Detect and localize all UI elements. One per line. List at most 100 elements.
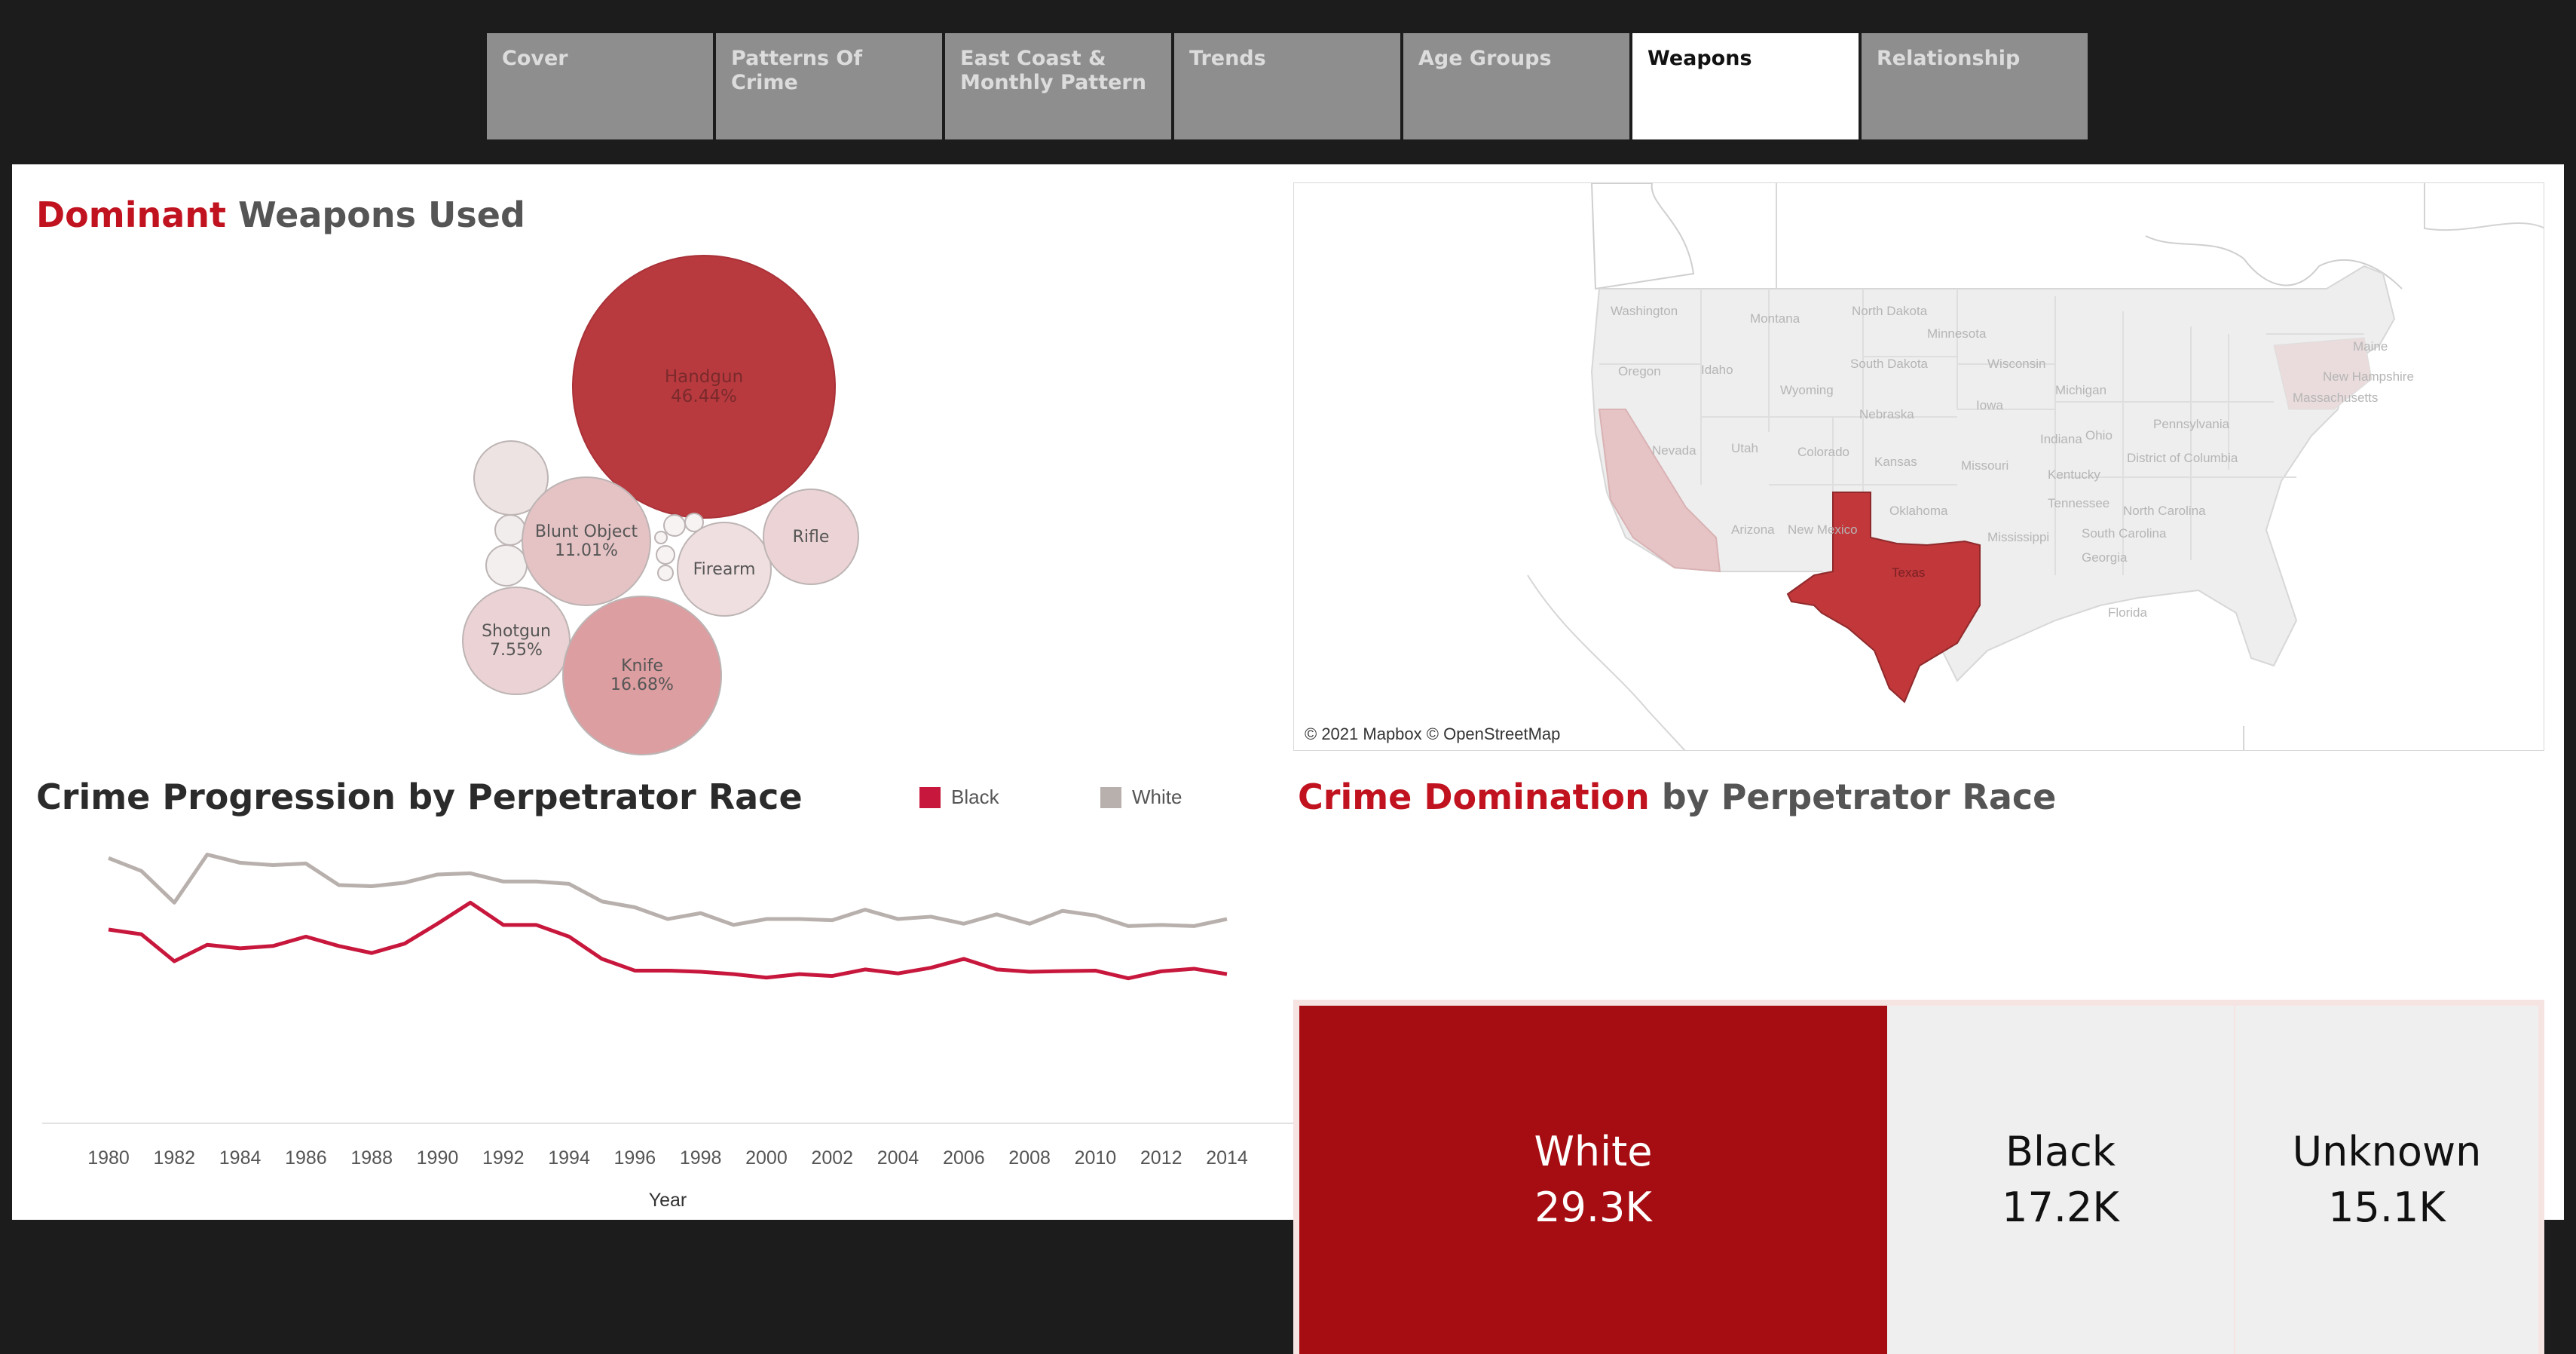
label-nevada: Nevada <box>1652 443 1696 458</box>
us-map-panel[interactable]: Washington Montana North Dakota Minnesot… <box>1293 182 2544 751</box>
dashboard-tab-bar: Cover Patterns Of Crime East Coast & Mon… <box>487 33 2088 139</box>
bubble-knife[interactable]: Knife 16.68% <box>562 596 722 755</box>
race-progression-chart[interactable]: 1980 1982 1984 1986 1988 1990 1992 1994 1996 1998… <box>30 828 1296 1220</box>
state-california[interactable] <box>1598 409 1721 573</box>
treemap-cell-unknown[interactable]: Unknown 15.1K <box>2235 1006 2538 1354</box>
tab-trends[interactable]: Trends <box>1174 33 1400 139</box>
treemap-white-label: White <box>1534 1128 1653 1175</box>
x-tick-label: 1988 <box>350 1147 393 1169</box>
weapons-title-rest: Weapons Used <box>238 195 525 235</box>
x-tick-label: 2000 <box>745 1147 788 1169</box>
x-tick-label: 2008 <box>1008 1147 1051 1169</box>
map-attribution[interactable]: © 2021 Mapbox © OpenStreetMap <box>1305 724 1561 743</box>
label-florida: Florida <box>2108 605 2148 620</box>
x-axis-title: Year <box>649 1190 687 1211</box>
label-pennsylvania: Pennsylvania <box>2153 417 2230 431</box>
bubble-shotgun-pct: 7.55% <box>490 641 543 660</box>
label-kansas: Kansas <box>1874 455 1917 469</box>
label-mississippi: Mississippi <box>1987 530 2049 544</box>
us-map[interactable]: Washington Montana North Dakota Minnesot… <box>1294 183 2544 751</box>
tab-age-groups[interactable]: Age Groups <box>1403 33 1629 139</box>
x-tick-label: 1994 <box>548 1147 590 1169</box>
bubble-firearm[interactable]: Firearm <box>677 522 772 617</box>
bubble-rifle[interactable]: Rifle <box>763 489 859 585</box>
label-oregon: Oregon <box>1618 364 1661 378</box>
bubble-firearm-label: Firearm <box>693 559 756 579</box>
label-wyoming: Wyoming <box>1780 383 1834 397</box>
label-montana: Montana <box>1750 311 1800 326</box>
state-pennsylvania-region[interactable] <box>2273 337 2373 410</box>
tab-east-coast-monthly-pattern[interactable]: East Coast & Monthly Pattern <box>945 33 1171 139</box>
tab-weapons[interactable]: Weapons <box>1632 33 1859 139</box>
bubble-blunt-object-pct: 11.01% <box>555 541 618 560</box>
label-iowa: Iowa <box>1976 398 2003 412</box>
label-michigan: Michigan <box>2055 383 2106 397</box>
bubble-shotgun[interactable]: Shotgun 7.55% <box>462 587 571 695</box>
bubble-handgun-label: Handgun <box>664 367 744 387</box>
mexico-coast-line <box>1527 574 1686 750</box>
series-line-white[interactable] <box>108 853 1228 928</box>
label-oklahoma: Oklahoma <box>1889 504 1948 518</box>
treemap-white-value: 29.3K <box>1534 1184 1652 1231</box>
label-maine: Maine <box>2353 339 2388 354</box>
state-texas[interactable] <box>1786 492 1981 703</box>
treemap-black-label: Black <box>2005 1128 2116 1175</box>
label-arizona: Arizona <box>1731 522 1775 537</box>
tab-relationship[interactable]: Relationship <box>1862 33 2088 139</box>
bubble-handgun-pct: 46.44% <box>671 387 737 406</box>
label-ohio: Ohio <box>2085 428 2113 443</box>
label-new-hampshire: New Hampshire <box>2323 369 2414 384</box>
label-utah: Utah <box>1731 441 1758 455</box>
tab-cover[interactable]: Cover <box>487 33 713 139</box>
label-north-carolina: North Carolina <box>2123 504 2206 518</box>
progression-title: Crime Progression by Perpetrator Race <box>36 777 803 817</box>
bubble-knife-label: Knife <box>621 657 663 675</box>
treemap-black-value: 17.2K <box>2002 1184 2119 1231</box>
label-new-mexico: New Mexico <box>1788 522 1858 537</box>
bubble-handgun[interactable]: Handgun 46.44% <box>572 255 836 519</box>
legend-white[interactable]: White <box>1100 786 1182 809</box>
great-lakes-outline <box>2145 235 2403 289</box>
canada-east-outline <box>2424 183 2544 231</box>
domination-title-accent: Crime Domination <box>1298 777 1650 817</box>
tab-patterns-of-crime[interactable]: Patterns Of Crime <box>716 33 942 139</box>
label-wisconsin: Wisconsin <box>1987 357 2045 371</box>
x-tick-label: 1982 <box>153 1147 195 1169</box>
x-tick-label: 1998 <box>680 1147 722 1169</box>
label-dc: District of Columbia <box>2127 451 2238 465</box>
treemap-unknown-label: Unknown <box>2292 1128 2482 1175</box>
x-tick-label: 2012 <box>1140 1147 1182 1169</box>
legend-white-label: White <box>1132 786 1182 808</box>
x-tick-label: 2010 <box>1075 1147 1117 1169</box>
bubble-small-c[interactable] <box>656 545 675 565</box>
weapons-title: Dominant Weapons Used <box>36 195 525 235</box>
label-north-dakota: North Dakota <box>1852 304 1928 318</box>
bubble-other-3[interactable] <box>485 544 528 587</box>
x-tick-label: 1980 <box>87 1147 130 1169</box>
state-boundaries <box>1599 289 2364 575</box>
label-georgia: Georgia <box>2082 550 2128 565</box>
label-minnesota: Minnesota <box>1927 326 1987 341</box>
bubble-small-b[interactable] <box>654 531 668 544</box>
x-tick-label: 2014 <box>1206 1147 1248 1169</box>
bubble-blunt-object[interactable]: Blunt Object 11.01% <box>522 476 651 606</box>
label-washington: Washington <box>1611 304 1678 318</box>
label-missouri: Missouri <box>1961 458 2008 473</box>
bubble-small-d[interactable] <box>657 565 674 581</box>
treemap-cell-white[interactable]: White 29.3K <box>1299 1006 1887 1354</box>
bubble-rifle-label: Rifle <box>792 527 830 547</box>
state-labels: Washington Montana North Dakota Minnesot… <box>1611 304 2414 620</box>
treemap-cell-black[interactable]: Black 17.2K <box>1887 1006 2234 1354</box>
label-idaho: Idaho <box>1701 363 1733 377</box>
series-line-black[interactable] <box>108 900 1228 981</box>
legend-black-swatch <box>919 786 941 808</box>
dashboard-canvas: Dominant Weapons Used Handgun 46.44% Blu… <box>12 164 2564 1354</box>
weapons-title-accent: Dominant <box>36 195 227 235</box>
label-kentucky: Kentucky <box>2048 467 2100 482</box>
canada-border-line <box>1590 183 1695 290</box>
legend-black[interactable]: Black <box>919 786 999 809</box>
x-tick-label: 1984 <box>219 1147 262 1169</box>
x-tick-label: 1996 <box>614 1147 656 1169</box>
us-land <box>1590 265 2396 682</box>
label-nebraska: Nebraska <box>1859 407 1914 421</box>
